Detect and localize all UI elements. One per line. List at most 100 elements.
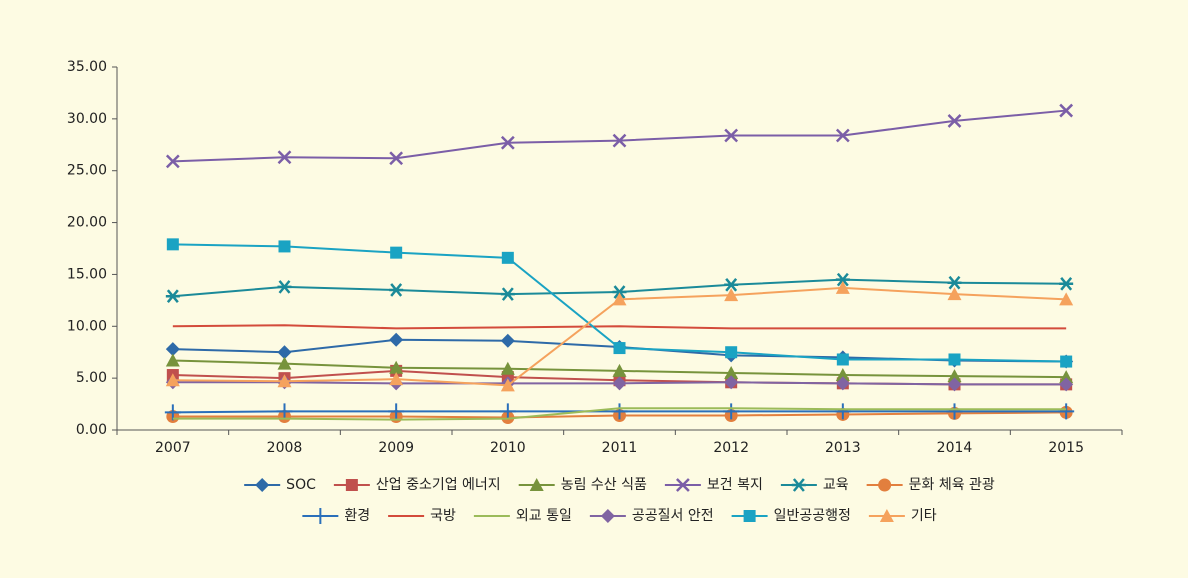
marker bbox=[724, 128, 739, 143]
legend-item: 기타 bbox=[868, 508, 937, 524]
series-line bbox=[172, 109, 1067, 163]
y-tick-label: 5.00 bbox=[76, 370, 107, 386]
marker bbox=[947, 369, 962, 383]
legend-item: 환경 bbox=[302, 508, 370, 524]
marker bbox=[500, 378, 515, 392]
series-line bbox=[172, 324, 1067, 330]
legend-label: 외교 통일 bbox=[516, 508, 572, 524]
marker bbox=[500, 361, 515, 375]
marker bbox=[1059, 292, 1074, 306]
marker bbox=[389, 372, 404, 386]
marker bbox=[165, 373, 180, 387]
marker bbox=[278, 240, 291, 253]
marker bbox=[723, 403, 740, 420]
marker bbox=[500, 135, 515, 150]
marker bbox=[166, 238, 179, 251]
marker bbox=[1059, 377, 1074, 392]
marker bbox=[836, 353, 849, 366]
legend-item: 교육 bbox=[780, 477, 849, 493]
marker bbox=[164, 404, 181, 421]
marker bbox=[675, 478, 690, 492]
marker bbox=[277, 356, 292, 370]
legend-item: 산업 중소기업 에너지 bbox=[333, 477, 501, 493]
marker bbox=[529, 478, 544, 491]
marker bbox=[835, 368, 850, 382]
legend-label: 문화 체육 관광 bbox=[909, 477, 995, 493]
marker bbox=[389, 332, 404, 347]
marker bbox=[1059, 370, 1074, 384]
marker bbox=[1059, 103, 1074, 118]
marker bbox=[389, 360, 404, 374]
legend-label: 환경 bbox=[344, 508, 370, 524]
legend-label: 농림 수산 식품 bbox=[561, 477, 647, 493]
marker bbox=[743, 510, 756, 522]
marker bbox=[1058, 403, 1075, 420]
x-tick-label: 2007 bbox=[155, 440, 191, 456]
marker bbox=[947, 114, 962, 128]
series-line bbox=[172, 407, 1067, 421]
y-tick-label: 30.00 bbox=[67, 111, 107, 127]
marker bbox=[612, 133, 627, 148]
marker bbox=[390, 246, 403, 259]
legend-row: SOC 산업 중소기업 에너지 농림 수산 식품 보건 복지 교육 문화 체육 관광 bbox=[244, 477, 995, 493]
marker bbox=[724, 277, 739, 292]
legend-label: 국방 bbox=[430, 508, 456, 524]
marker bbox=[165, 289, 180, 304]
marker bbox=[946, 403, 963, 420]
marker bbox=[277, 280, 292, 294]
y-tick-label: 20.00 bbox=[67, 215, 107, 231]
x-tick-label: 2013 bbox=[825, 440, 861, 456]
marker bbox=[878, 478, 892, 492]
marker bbox=[499, 403, 516, 420]
marker bbox=[612, 376, 627, 391]
marker bbox=[834, 403, 851, 420]
marker bbox=[725, 346, 738, 359]
legend-item: 일반공공행정 bbox=[731, 508, 851, 524]
x-tick-label: 2015 bbox=[1048, 440, 1084, 456]
y-tick-label: 25.00 bbox=[67, 163, 107, 179]
legend-label: 보건 복지 bbox=[707, 477, 763, 493]
legend-item: 국방 bbox=[388, 508, 456, 524]
marker bbox=[277, 150, 292, 165]
marker bbox=[312, 508, 329, 524]
marker bbox=[389, 151, 404, 166]
legend-item: SOC bbox=[244, 477, 316, 493]
marker bbox=[724, 365, 739, 379]
marker bbox=[277, 345, 292, 360]
x-tick-label: 2014 bbox=[937, 440, 973, 456]
marker bbox=[879, 509, 894, 522]
marker bbox=[276, 403, 293, 420]
marker bbox=[501, 251, 514, 264]
legend-label: 산업 중소기업 에너지 bbox=[376, 477, 501, 493]
marker bbox=[724, 375, 739, 390]
marker bbox=[947, 287, 962, 301]
y-tick-label: 35.00 bbox=[67, 59, 107, 75]
marker bbox=[165, 342, 180, 357]
y-tick-label: 10.00 bbox=[67, 318, 107, 334]
legend-label: 기타 bbox=[911, 508, 937, 524]
legend-item: 보건 복지 bbox=[664, 477, 763, 493]
marker bbox=[165, 353, 180, 367]
marker bbox=[835, 272, 850, 287]
marker bbox=[600, 509, 615, 523]
legend-label: 교육 bbox=[823, 477, 849, 493]
marker bbox=[947, 377, 962, 392]
marker bbox=[835, 280, 850, 294]
y-tick-label: 0.00 bbox=[76, 422, 107, 438]
marker bbox=[255, 478, 270, 492]
legend-row: 환경 국방 외교 통일 공공질서 안전 일반공공행정 기타 bbox=[302, 508, 937, 524]
marker bbox=[724, 288, 739, 302]
marker bbox=[500, 287, 515, 301]
marker bbox=[835, 376, 850, 391]
x-tick-label: 2009 bbox=[378, 440, 414, 456]
marker bbox=[613, 342, 626, 355]
marker bbox=[277, 374, 292, 388]
marker bbox=[612, 363, 627, 377]
marker bbox=[791, 478, 806, 492]
marker bbox=[835, 128, 850, 143]
x-tick-label: 2008 bbox=[267, 440, 303, 456]
legend-label: 일반공공행정 bbox=[774, 508, 851, 524]
marker bbox=[388, 403, 405, 420]
x-tick-label: 2011 bbox=[602, 440, 638, 456]
marker bbox=[1060, 355, 1073, 368]
